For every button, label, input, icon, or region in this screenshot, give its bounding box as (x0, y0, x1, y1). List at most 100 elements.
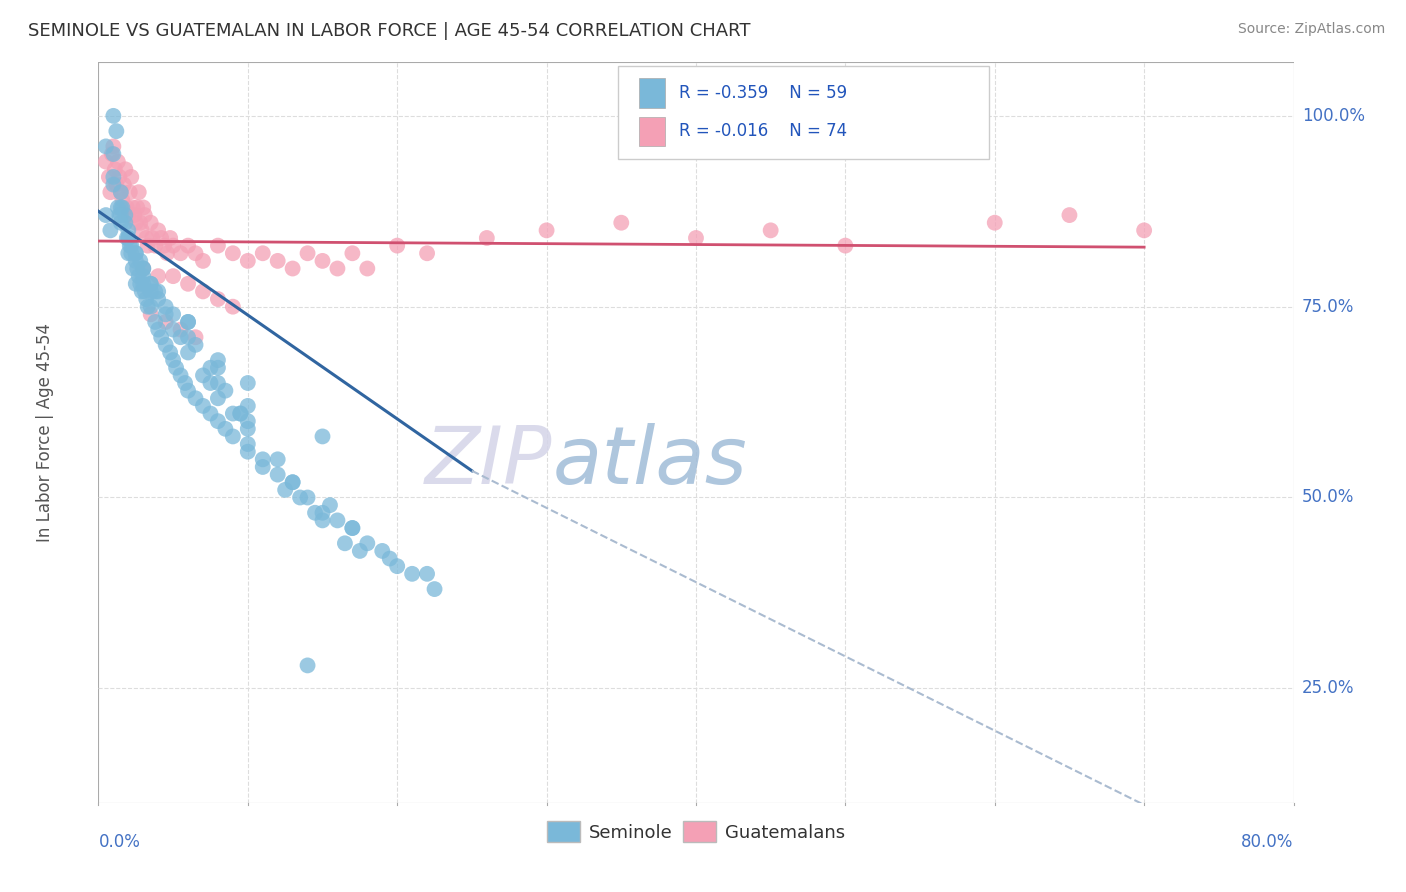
Text: 0.0%: 0.0% (98, 833, 141, 851)
Point (304, 506, 326, 520)
Point (132, 201, 155, 215)
Text: ZIP: ZIP (425, 423, 553, 501)
Point (475, 231, 498, 245)
Point (165, 360, 187, 375)
Point (200, 376, 222, 390)
Point (252, 452, 274, 467)
Point (125, 253, 148, 268)
Point (191, 368, 214, 383)
Point (155, 338, 177, 352)
Point (134, 285, 156, 299)
Point (297, 658, 319, 673)
Point (177, 238, 200, 252)
Point (117, 208, 139, 222)
Point (114, 216, 136, 230)
Point (162, 353, 184, 368)
Point (117, 246, 139, 260)
Point (281, 261, 304, 276)
Point (342, 246, 364, 260)
Point (162, 238, 184, 252)
Point (267, 467, 290, 482)
Point (222, 246, 245, 260)
Point (356, 536, 378, 550)
Point (267, 452, 290, 467)
Point (132, 277, 155, 291)
Point (148, 223, 170, 237)
Text: SEMINOLE VS GUATEMALAN IN LABOR FORCE | AGE 45-54 CORRELATION CHART: SEMINOLE VS GUATEMALAN IN LABOR FORCE | … (28, 22, 751, 40)
Point (177, 330, 200, 344)
Point (150, 330, 173, 344)
Point (319, 498, 342, 512)
Point (311, 253, 333, 268)
Point (207, 353, 229, 368)
Point (281, 475, 304, 490)
Point (110, 216, 132, 230)
Point (333, 536, 356, 550)
Point (148, 322, 170, 336)
Legend: Seminole, Guatemalans: Seminole, Guatemalans (540, 814, 852, 849)
Point (125, 216, 148, 230)
Point (143, 238, 166, 252)
Point (115, 201, 138, 215)
Point (169, 246, 191, 260)
Point (252, 460, 274, 475)
Point (162, 269, 184, 284)
Point (117, 231, 139, 245)
Point (177, 345, 200, 359)
Point (150, 231, 173, 245)
FancyBboxPatch shape (638, 78, 665, 108)
Point (274, 483, 297, 497)
Point (685, 231, 707, 245)
Point (115, 231, 138, 245)
Point (127, 201, 149, 215)
Point (834, 238, 856, 252)
Text: R = -0.359    N = 59: R = -0.359 N = 59 (679, 84, 848, 103)
Point (984, 216, 1007, 230)
Point (191, 253, 214, 268)
Point (97, 169, 120, 184)
Point (98, 185, 122, 199)
Point (378, 551, 401, 566)
Point (326, 261, 349, 276)
Point (105, 178, 128, 192)
Point (155, 300, 177, 314)
Point (128, 185, 150, 199)
Point (121, 201, 143, 215)
Point (385, 559, 409, 574)
Point (143, 285, 166, 299)
Point (222, 429, 245, 443)
Point (141, 231, 163, 245)
Point (162, 307, 184, 321)
Point (342, 521, 364, 535)
Point (169, 368, 191, 383)
Point (98, 223, 122, 237)
Point (110, 201, 132, 215)
Point (236, 253, 259, 268)
Point (105, 124, 128, 138)
Point (131, 223, 153, 237)
Point (139, 277, 162, 291)
Point (104, 162, 127, 177)
Point (148, 269, 170, 284)
Point (129, 253, 152, 268)
Point (207, 238, 229, 252)
Point (117, 223, 139, 237)
Point (111, 201, 134, 215)
Point (281, 475, 304, 490)
Point (759, 223, 782, 237)
Point (136, 238, 159, 252)
Point (177, 315, 200, 329)
Point (169, 322, 191, 336)
Point (159, 231, 181, 245)
Point (207, 391, 229, 405)
Point (120, 169, 142, 184)
Point (159, 345, 181, 359)
Point (155, 315, 177, 329)
Text: Source: ZipAtlas.com: Source: ZipAtlas.com (1237, 22, 1385, 37)
Point (94, 139, 117, 153)
Point (121, 261, 143, 276)
Point (177, 384, 200, 398)
Point (139, 300, 162, 314)
Point (156, 246, 179, 260)
Point (416, 566, 439, 581)
